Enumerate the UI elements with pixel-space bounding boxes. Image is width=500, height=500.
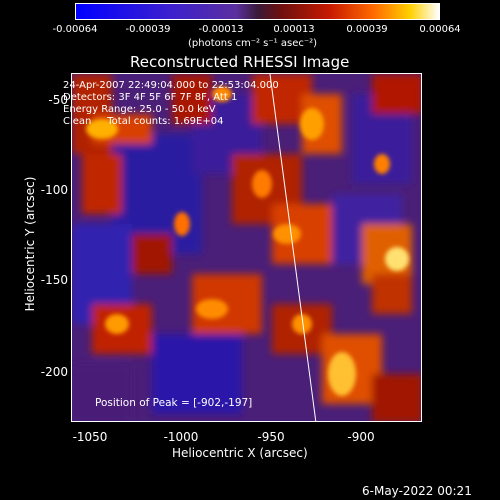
y-tick-label: -50 bbox=[48, 93, 68, 107]
info-line: Detectors: 3F 4F 5F 6F 7F 8F, Att 1 bbox=[63, 92, 238, 103]
x-tick-label: -1050 bbox=[72, 430, 108, 444]
info-line: 24-Apr-2007 22:49:04.000 to 22:53:04.000 bbox=[63, 80, 279, 91]
x-tick-label: -1000 bbox=[163, 430, 199, 444]
colorbar-tick: -0.00013 bbox=[198, 24, 244, 35]
colorbar-tick: 0.00013 bbox=[273, 24, 315, 35]
colorbar-tick: 0.00039 bbox=[346, 24, 388, 35]
peak-position: Position of Peak = [-902,-197] bbox=[95, 397, 253, 409]
y-axis-label: Heliocentric Y (arcsec) bbox=[23, 176, 37, 312]
image-title: Reconstructed RHESSI Image bbox=[130, 53, 350, 71]
info-line: Energy Range: 25.0 - 50.0 keV bbox=[63, 104, 216, 115]
observation-info: 24-Apr-2007 22:49:04.000 to 22:53:04.000… bbox=[63, 80, 279, 128]
colorbar bbox=[75, 3, 440, 20]
rhessi-image-map bbox=[72, 74, 421, 421]
x-tick-label: -950 bbox=[257, 430, 285, 444]
info-line: Clean Total counts: 1.69E+04 bbox=[63, 116, 224, 127]
rhessi-image bbox=[71, 73, 422, 422]
colorbar-tick: -0.00064 bbox=[52, 24, 98, 35]
colorbar-tick: 0.00064 bbox=[419, 24, 461, 35]
colorbar-tick: -0.00039 bbox=[125, 24, 171, 35]
y-tick-label: -200 bbox=[40, 365, 68, 379]
x-tick-label: -900 bbox=[347, 430, 375, 444]
y-tick-label: -100 bbox=[40, 183, 68, 197]
timestamp: 6-May-2022 00:21 bbox=[362, 484, 472, 498]
x-axis-label: Heliocentric X (arcsec) bbox=[172, 446, 308, 460]
colorbar-units: (photons cm⁻² s⁻¹ asec⁻²) bbox=[188, 38, 318, 49]
y-tick-label: -150 bbox=[40, 273, 68, 287]
